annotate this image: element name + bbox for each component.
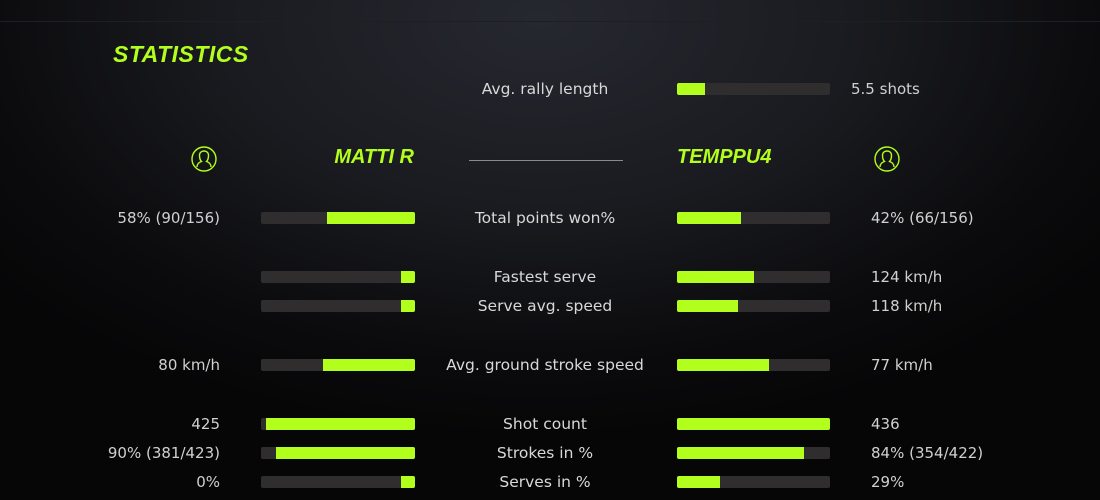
left-value: 0% [196, 473, 220, 491]
right-bar-fill [677, 447, 804, 459]
stat-row-serves-in: 0% Serves in % 29% [0, 472, 1100, 492]
left-bar-fill [401, 300, 415, 312]
right-bar [677, 271, 830, 283]
left-bar-fill [265, 418, 415, 430]
left-bar [261, 476, 415, 488]
right-bar-fill [677, 476, 720, 488]
left-value: 425 [191, 415, 220, 433]
stat-row-total-points-won: 58% (90/156) Total points won% 42% (66/1… [0, 208, 1100, 228]
right-bar-fill [677, 271, 754, 283]
right-player-name: TEMPPU4 [677, 146, 772, 168]
right-bar [677, 418, 830, 430]
rally-bar-fill [677, 83, 705, 95]
header-divider [469, 160, 623, 161]
stat-row-strokes-in: 90% (381/423) Strokes in % 84% (354/422) [0, 443, 1100, 463]
left-bar [261, 359, 415, 371]
left-bar [261, 418, 415, 430]
rally-row: Avg. rally length 5.5 shots [0, 79, 1100, 99]
user-circle-icon [191, 146, 217, 172]
left-bar-fill [276, 447, 415, 459]
stat-row-shot-count: 425 Shot count 436 [0, 414, 1100, 434]
right-value: 124 km/h [871, 268, 943, 286]
left-bar [261, 271, 415, 283]
right-bar-fill [677, 300, 739, 312]
left-value: 90% (381/423) [107, 444, 220, 462]
left-bar-fill [327, 212, 415, 224]
right-bar [677, 476, 830, 488]
right-value: 118 km/h [871, 297, 943, 315]
right-bar [677, 359, 830, 371]
left-player-name: MATTI R [334, 146, 414, 168]
stat-label: Shot count [503, 415, 587, 433]
stat-row-fastest-serve: Fastest serve 124 km/h [0, 267, 1100, 287]
stat-label: Serves in % [499, 473, 591, 491]
right-bar-fill [677, 418, 830, 430]
top-divider [0, 21, 1100, 22]
left-value: 58% (90/156) [117, 209, 220, 227]
right-value: 84% (354/422) [871, 444, 984, 462]
right-value: 436 [871, 415, 900, 433]
right-bar [677, 300, 830, 312]
right-value: 77 km/h [871, 356, 933, 374]
stat-label: Total points won% [474, 209, 616, 227]
left-value: 80 km/h [158, 356, 220, 374]
stat-label: Strokes in % [496, 444, 594, 462]
left-bar-fill [401, 476, 415, 488]
right-bar-fill [677, 212, 742, 224]
stat-label: Avg. ground stroke speed [446, 356, 644, 374]
right-value: 29% [871, 473, 905, 491]
stat-label: Serve avg. speed [477, 297, 613, 315]
right-bar [677, 447, 830, 459]
left-bar [261, 212, 415, 224]
stat-label: Fastest serve [493, 268, 597, 286]
right-bar-fill [677, 359, 769, 371]
left-bar [261, 300, 415, 312]
rally-value: 5.5 shots [851, 80, 920, 98]
stat-row-serve-avg-speed: Serve avg. speed 118 km/h [0, 296, 1100, 316]
right-bar [677, 212, 830, 224]
stat-row-avg-ground-stroke-speed: 80 km/h Avg. ground stroke speed 77 km/h [0, 355, 1100, 375]
rally-label: Avg. rally length [481, 80, 609, 98]
page-title: STATISTICS [113, 41, 249, 67]
left-bar-fill [322, 359, 415, 371]
user-circle-icon [874, 146, 900, 172]
left-bar [261, 447, 415, 459]
rally-bar [677, 83, 830, 95]
right-value: 42% (66/156) [871, 209, 974, 227]
left-bar-fill [401, 271, 415, 283]
